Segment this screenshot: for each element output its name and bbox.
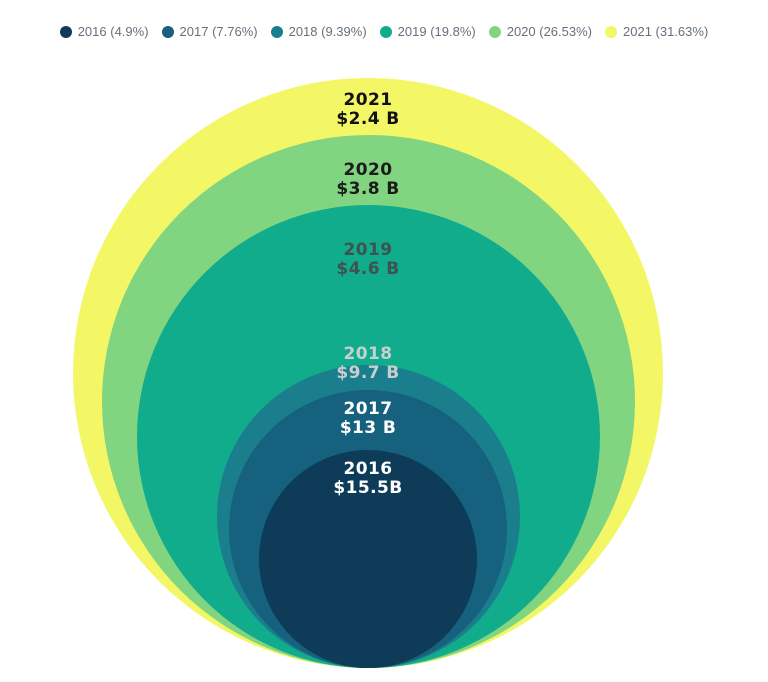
legend-dot-2019 — [379, 25, 392, 38]
legend-dot-2020 — [488, 25, 501, 38]
legend-dot-2016 — [59, 25, 72, 38]
legend-item-2017[interactable]: 2017 (7.76%) — [161, 24, 258, 39]
legend-label-2021: 2021 (31.63%) — [623, 24, 709, 39]
legend-label-2018: 2018 (9.39%) — [288, 24, 367, 39]
legend-label-2019: 2019 (19.8%) — [397, 24, 476, 39]
circle-2016[interactable] — [259, 450, 477, 668]
legend-item-2021[interactable]: 2021 (31.63%) — [605, 24, 708, 39]
legend-item-2018[interactable]: 2018 (9.39%) — [270, 24, 367, 39]
legend-label-2020: 2020 (26.53%) — [506, 24, 592, 39]
legend: 2016 (4.9%) 2017 (7.76%) 2018 (9.39%) 2019 … — [0, 24, 768, 39]
legend-item-2019[interactable]: 2019 (19.8%) — [379, 24, 476, 39]
legend-label-2016: 2016 (4.9%) — [77, 24, 149, 39]
legend-item-2020[interactable]: 2020 (26.53%) — [488, 24, 592, 39]
legend-dot-2017 — [161, 25, 174, 38]
legend-dot-2018 — [270, 25, 283, 38]
legend-label-2017: 2017 (7.76%) — [179, 24, 258, 39]
legend-dot-2021 — [605, 25, 617, 38]
legend-item-2016[interactable]: 2016 (4.9%) — [59, 24, 149, 39]
